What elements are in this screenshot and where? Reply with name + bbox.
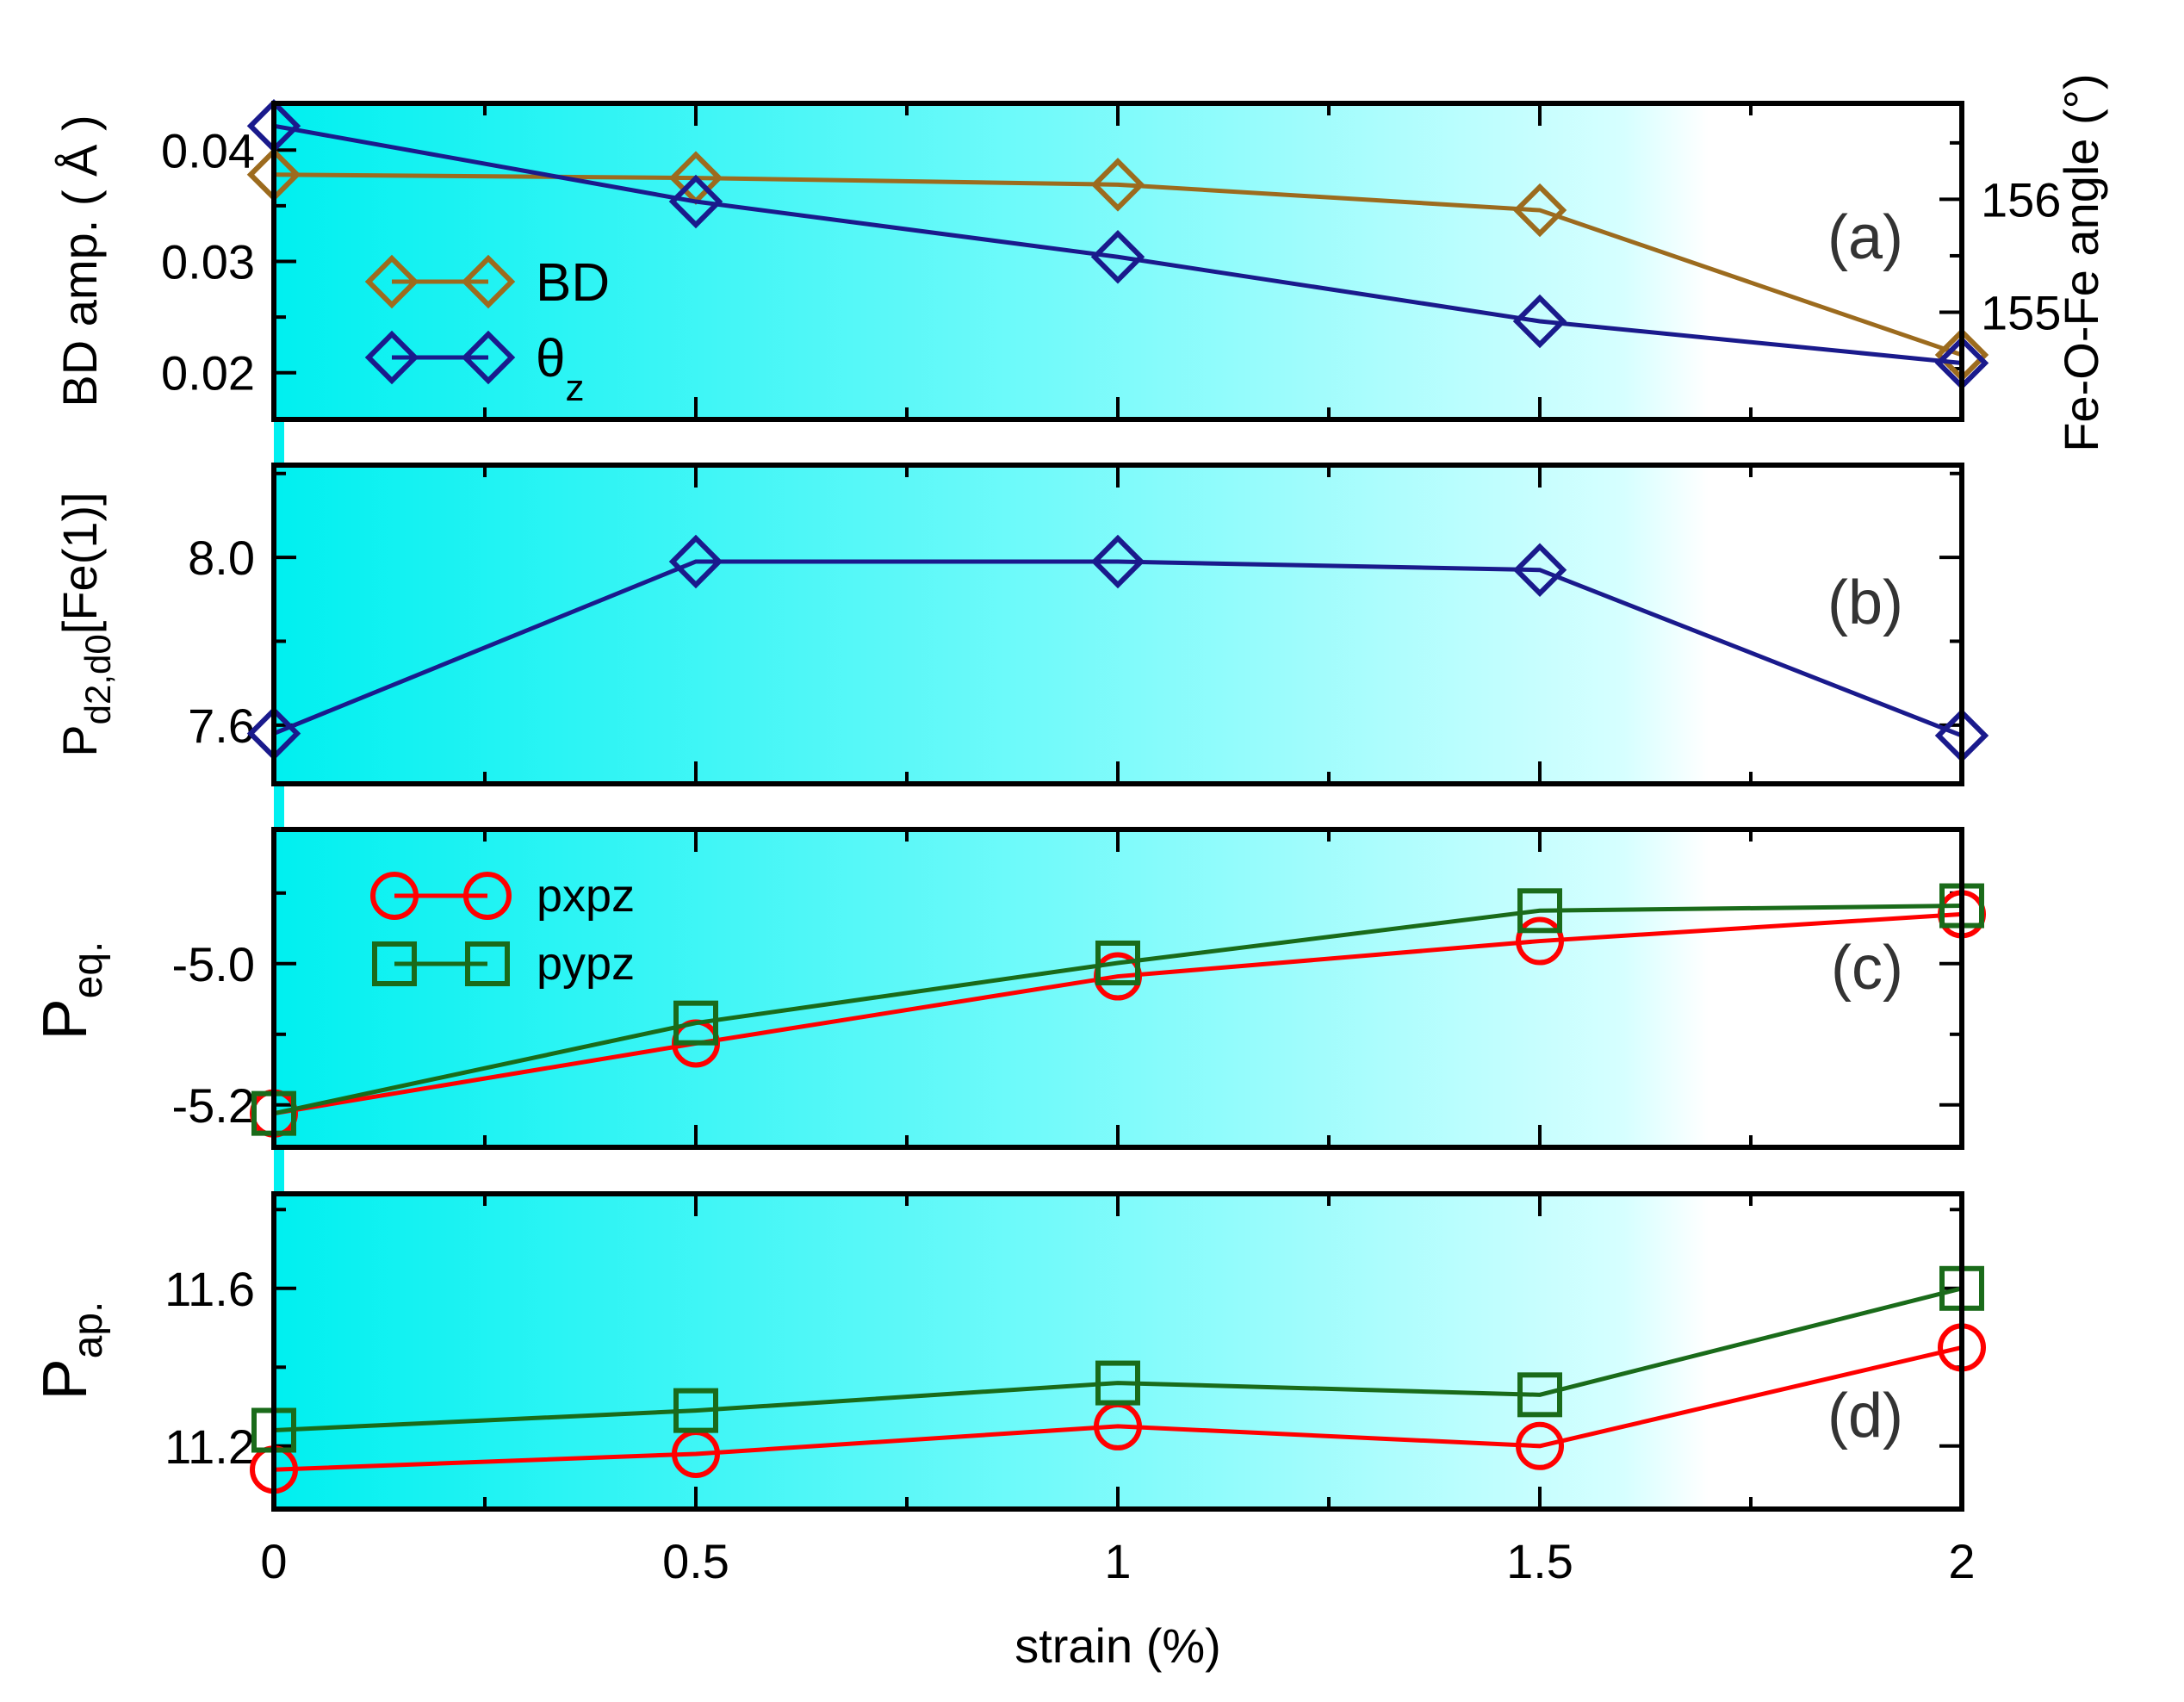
legend-marker-diamond bbox=[364, 254, 419, 309]
panel-gap bbox=[284, 422, 1964, 463]
panel-b: 7.6 8.0 (b) bbox=[188, 463, 1989, 786]
panel-c: -5.2 -5.0 (c) bbox=[172, 827, 1986, 1150]
series-line-pxpz bbox=[273, 911, 1963, 1116]
legend-marker-circle bbox=[370, 872, 419, 920]
y-tick-label: 0.02 bbox=[161, 346, 255, 401]
y2-axis-title-a: Fe-O-Fe angle (°) bbox=[2054, 73, 2108, 451]
y2-tick-label: 156 bbox=[1981, 172, 2061, 227]
y-axis-title-b: Pd2,d0[Fe(1)] bbox=[53, 492, 118, 756]
x-tick-label: 0.5 bbox=[662, 1534, 729, 1588]
y-title-main: P bbox=[53, 724, 107, 756]
y-tick-label: -5.2 bbox=[172, 1078, 256, 1133]
series-line-pxpz bbox=[273, 1345, 1963, 1472]
x-tick-label: 1.5 bbox=[1506, 1534, 1573, 1588]
panel-label: (c) bbox=[1831, 934, 1903, 1003]
y-tick-label: 11.6 bbox=[164, 1262, 255, 1316]
data-point-diamond bbox=[1090, 534, 1145, 589]
legend-marker-diamond bbox=[364, 330, 419, 385]
data-point-circle bbox=[1516, 1421, 1564, 1470]
plot-frame bbox=[271, 101, 1964, 422]
y-tick-label: 7.6 bbox=[188, 699, 255, 753]
y-tick-label: 11.2 bbox=[164, 1419, 255, 1474]
legend-label-pypz: pypz bbox=[537, 938, 635, 990]
plot-frame bbox=[271, 1191, 1964, 1512]
data-point-square bbox=[1095, 940, 1140, 985]
panel-d: 11.2 11.6 (d) bbox=[164, 1191, 1986, 1512]
plot-frame bbox=[271, 463, 1964, 786]
y2-tick-label: 155 bbox=[1981, 285, 2061, 339]
panel-gap bbox=[284, 786, 1964, 827]
x-tick-label: 2 bbox=[1948, 1534, 1975, 1588]
series-line-pd2d0fe1 bbox=[273, 559, 1963, 738]
legend-marker-square bbox=[372, 941, 417, 986]
legend-label-bd: BD bbox=[536, 253, 610, 313]
y-tick-label: -5.0 bbox=[172, 937, 256, 991]
data-point-diamond bbox=[668, 174, 723, 229]
legend-marker-circle bbox=[463, 872, 512, 920]
legend-c: pxpz pypz bbox=[370, 870, 635, 990]
data-point-circle bbox=[1516, 916, 1564, 966]
y-tick-label: 0.03 bbox=[161, 235, 255, 289]
data-point-square bbox=[1095, 1360, 1140, 1406]
data-point-diamond bbox=[668, 534, 723, 589]
y-title-tail: [Fe(1)] bbox=[53, 492, 107, 634]
legend-subscript: z bbox=[565, 367, 584, 409]
x-tick-label: 1 bbox=[1104, 1534, 1131, 1588]
y-axis-title-a: BD amp. ( Å ) bbox=[53, 115, 107, 407]
data-point-square bbox=[1517, 1372, 1562, 1418]
panel-label: (a) bbox=[1827, 203, 1903, 272]
y-title-main: P bbox=[31, 1358, 100, 1400]
data-point-diamond bbox=[1090, 158, 1145, 212]
panel-gap bbox=[284, 1150, 1964, 1191]
x-tick-label: 0 bbox=[260, 1534, 287, 1588]
series-line-pypz bbox=[273, 1286, 1963, 1432]
y-tick-label: 8.0 bbox=[188, 531, 255, 585]
y-axis-title-d: Pap. bbox=[31, 1301, 111, 1401]
plot-frame bbox=[271, 827, 1964, 1150]
y-tick-label: 0.04 bbox=[161, 123, 255, 177]
data-point-square bbox=[673, 1000, 718, 1046]
data-point-diamond bbox=[1512, 183, 1567, 238]
legend-marker-diamond bbox=[461, 330, 516, 385]
panel-label: (d) bbox=[1827, 1382, 1903, 1450]
legend-marker-square bbox=[465, 941, 510, 986]
y-title-main: P bbox=[31, 998, 100, 1040]
legend-marker-diamond bbox=[461, 254, 516, 309]
data-point-square bbox=[673, 1388, 718, 1433]
series-line-z bbox=[273, 123, 1963, 365]
panel-label: (b) bbox=[1827, 568, 1903, 637]
data-point-square bbox=[1517, 888, 1562, 934]
data-point-diamond bbox=[1512, 543, 1567, 597]
y-title-subscript: ap. bbox=[65, 1301, 111, 1359]
data-point-diamond bbox=[1090, 230, 1145, 284]
y-axis-title-c: Peq. bbox=[31, 941, 111, 1040]
panel-a: 0.02 0.03 0.04 155 156 (a) bbox=[161, 98, 2061, 422]
y-title-subscript: d2,d0 bbox=[78, 634, 118, 724]
y-title-subscript: eq. bbox=[65, 941, 111, 999]
legend-label-pxpz: pxpz bbox=[537, 870, 635, 922]
data-point-diamond bbox=[1512, 294, 1567, 349]
series-line-pypz bbox=[273, 904, 1963, 1116]
x-axis-title: strain (%) bbox=[1014, 1618, 1221, 1673]
